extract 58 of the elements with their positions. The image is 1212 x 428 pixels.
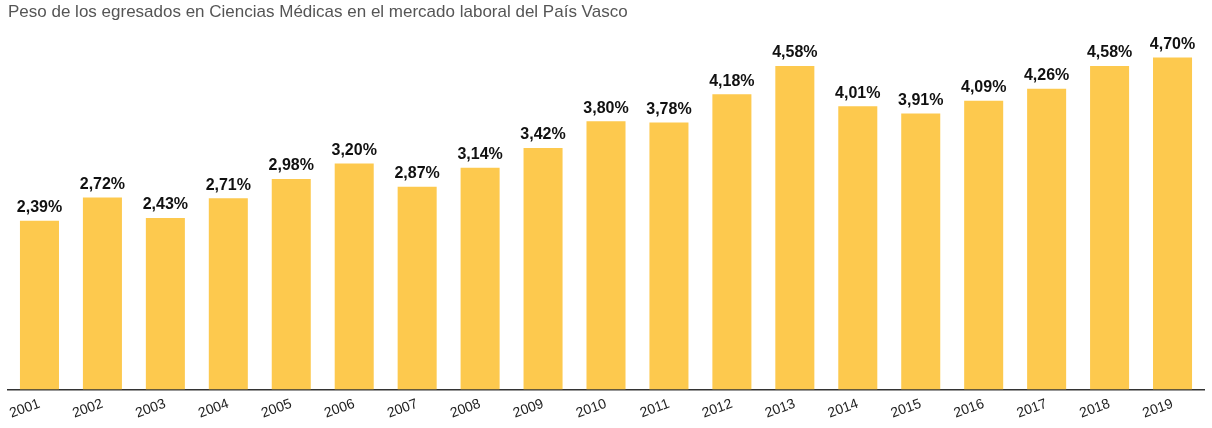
x-tick-label: 2008 <box>447 394 483 421</box>
data-label: 3,91% <box>898 90 944 108</box>
data-label: 2,71% <box>205 175 251 193</box>
bar <box>1153 57 1193 390</box>
x-tick-label: 2001 <box>7 394 43 421</box>
x-tick-label: 2016 <box>951 394 987 421</box>
x-tick-label: 2007 <box>384 394 420 421</box>
bar <box>838 106 878 390</box>
x-tick-label: 2013 <box>762 394 798 421</box>
x-tick-label: 2003 <box>132 394 168 421</box>
bar <box>334 163 374 390</box>
x-tick-label: 2015 <box>888 394 924 421</box>
bar <box>460 167 500 390</box>
x-tick-label: 2014 <box>825 394 861 421</box>
data-label: 2,87% <box>394 164 440 182</box>
data-label: 3,42% <box>520 125 566 143</box>
bar <box>1090 66 1130 390</box>
x-tick-label: 2019 <box>1140 394 1176 421</box>
data-label: 4,58% <box>1086 43 1133 61</box>
bar <box>271 179 311 390</box>
bar <box>145 217 185 390</box>
x-tick-label: 2006 <box>321 394 357 421</box>
data-label: 3,14% <box>457 145 503 163</box>
data-label: 4,09% <box>961 78 1007 96</box>
bar <box>586 121 626 390</box>
x-tick-label: 2004 <box>195 394 231 421</box>
bar <box>208 198 248 390</box>
data-label: 4,26% <box>1023 66 1070 84</box>
x-tick-label: 2010 <box>573 394 609 421</box>
bar <box>901 113 941 390</box>
data-label: 2,39% <box>16 198 63 216</box>
data-label: 3,80% <box>583 98 629 116</box>
x-tick-label: 2017 <box>1014 394 1050 421</box>
data-label: 4,70% <box>1149 35 1196 52</box>
bar <box>523 148 563 390</box>
bar <box>1027 88 1067 390</box>
data-label: 3,20% <box>331 140 377 158</box>
x-tick-label: 2009 <box>510 394 546 421</box>
x-tick-label: 2005 <box>258 394 294 421</box>
bar <box>82 197 122 390</box>
data-label: 2,98% <box>268 156 314 174</box>
x-tick-label: 2012 <box>699 394 735 421</box>
chart-title: Peso de los egresados en Ciencias Médicas en el mercado laboral del País Vasco <box>8 1 628 21</box>
bar <box>19 220 59 390</box>
data-label: 2,43% <box>142 195 189 213</box>
bar <box>397 186 437 390</box>
data-label: 4,01% <box>835 83 881 101</box>
data-label: 3,78% <box>646 99 692 117</box>
bar <box>712 94 752 390</box>
x-tick-label: 2018 <box>1077 394 1113 421</box>
data-label: 2,72% <box>79 174 126 192</box>
data-label: 4,58% <box>772 43 818 61</box>
bar <box>775 66 815 390</box>
x-tick-label: 2002 <box>70 394 105 421</box>
bar <box>964 100 1004 390</box>
bar <box>649 122 689 390</box>
data-label: 4,18% <box>709 71 755 89</box>
x-tick-label: 2011 <box>637 394 672 421</box>
